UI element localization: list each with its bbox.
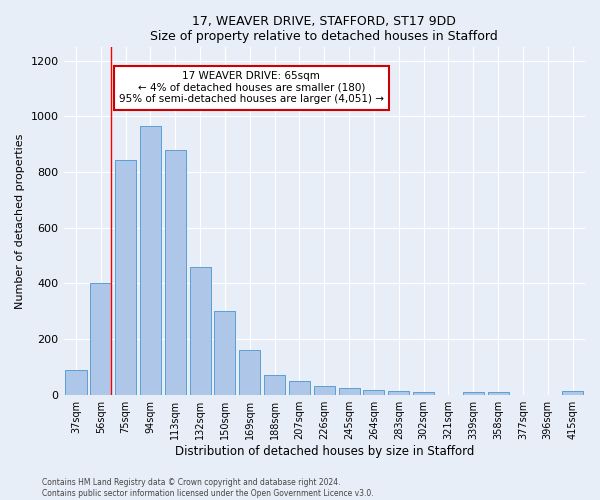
Bar [214,311,235,394]
Text: Contains HM Land Registry data © Crown copyright and database right 2024.
Contai: Contains HM Land Registry data © Crown c… [42,478,374,498]
Bar [488,392,509,394]
Bar [413,392,434,394]
Bar [239,350,260,395]
Bar [165,150,186,394]
Bar [289,381,310,394]
Bar [463,392,484,394]
Y-axis label: Number of detached properties: Number of detached properties [15,133,25,308]
Bar [314,386,335,394]
Bar [65,370,86,394]
Bar [338,388,359,394]
Bar [388,391,409,394]
Bar [364,390,385,394]
Bar [90,284,112,395]
X-axis label: Distribution of detached houses by size in Stafford: Distribution of detached houses by size … [175,444,474,458]
Text: 17 WEAVER DRIVE: 65sqm
← 4% of detached houses are smaller (180)
95% of semi-det: 17 WEAVER DRIVE: 65sqm ← 4% of detached … [119,72,384,104]
Bar [264,375,285,394]
Bar [562,390,583,394]
Bar [140,126,161,394]
Bar [190,266,211,394]
Bar [115,160,136,394]
Title: 17, WEAVER DRIVE, STAFFORD, ST17 9DD
Size of property relative to detached house: 17, WEAVER DRIVE, STAFFORD, ST17 9DD Siz… [151,15,498,43]
